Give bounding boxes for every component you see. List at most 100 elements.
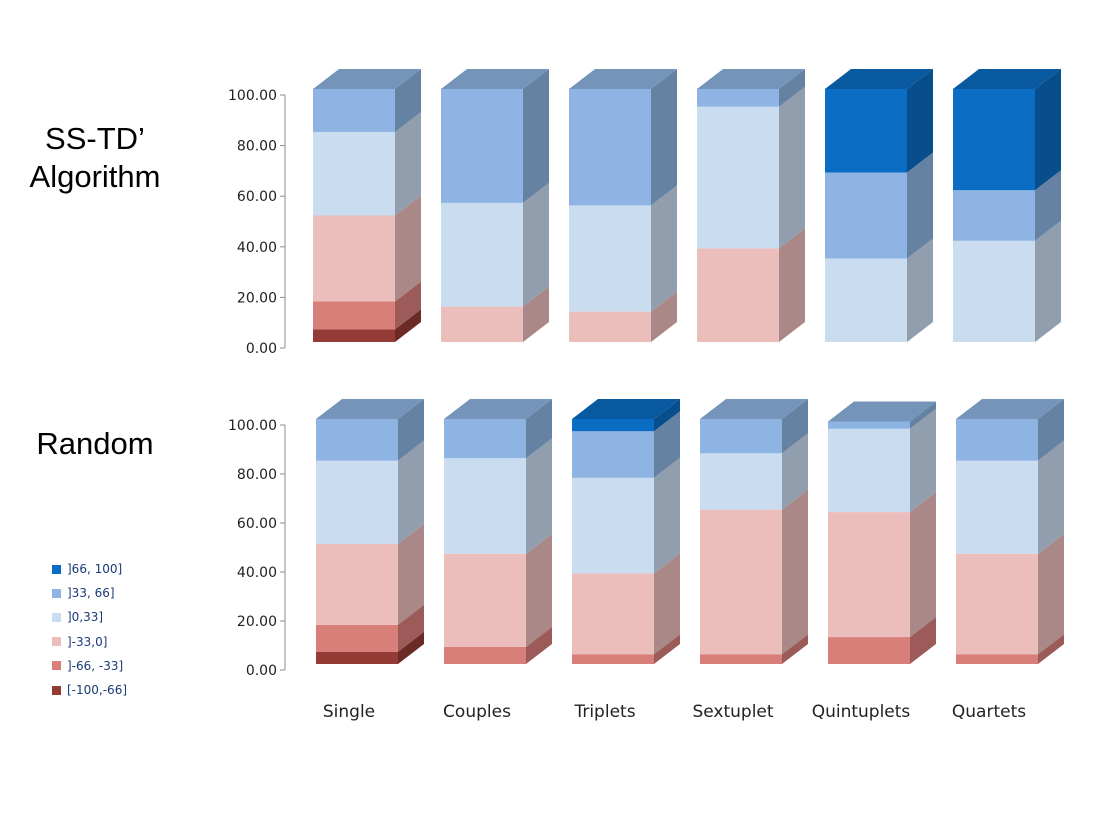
bar-segment [569, 311, 651, 342]
legend-swatch [52, 637, 61, 647]
bar-side [523, 182, 549, 307]
bar-segment [953, 240, 1035, 342]
legend-swatch [52, 564, 61, 574]
y-tick-label: 40.00 [237, 240, 277, 256]
bar-side [395, 195, 421, 302]
bar-side [1035, 69, 1061, 191]
bar-segment [953, 190, 1035, 241]
bar-side [398, 523, 424, 625]
legend-swatch [52, 685, 61, 695]
y-tick-label: 20.00 [237, 614, 277, 630]
bar-side [526, 399, 552, 459]
bar-side [782, 489, 808, 655]
x-category-label: Couples [443, 702, 511, 722]
bar-segment [572, 573, 654, 655]
bar-segment [316, 624, 398, 652]
bar-segment [444, 419, 526, 459]
bar-side [907, 152, 933, 259]
x-category-label: Quartets [952, 702, 1026, 722]
bar-segment [569, 89, 651, 206]
legend-swatch [52, 661, 61, 671]
bar-top [313, 69, 421, 89]
bar-segment [825, 258, 907, 342]
legend-item: [-100,-66] [52, 678, 127, 702]
chart-title-random: Random [36, 426, 154, 461]
bar-side [779, 228, 805, 342]
bar-side [910, 401, 936, 429]
bar-segment [444, 553, 526, 647]
legend-item: ]33, 66] [52, 581, 127, 605]
bar-side [395, 69, 421, 133]
legend-item: ]66, 100] [52, 557, 127, 581]
legend-label: ]0,33] [67, 610, 104, 625]
bar-segment [572, 654, 654, 664]
legend-item: ]-33,0] [52, 630, 127, 654]
bar-segment [828, 512, 910, 638]
bar-segment [441, 89, 523, 203]
bar-segment [441, 202, 523, 307]
bar-side [779, 86, 805, 249]
bar-segment [313, 329, 395, 342]
bar-segment [316, 460, 398, 544]
bar-segment [313, 301, 395, 330]
bar-top [569, 69, 677, 89]
bar-side [654, 399, 680, 432]
legend-item: ]-66, -33] [52, 654, 127, 678]
legend-swatch [52, 588, 61, 598]
bar-side [907, 238, 933, 342]
bar-segment [953, 89, 1035, 191]
bar-segment [441, 306, 523, 342]
chart-title-ss-td: SS-TD’ Algorithm [29, 121, 161, 194]
legend-label: [-100,-66] [67, 683, 128, 698]
bar-segment [313, 215, 395, 302]
bar-top [444, 399, 552, 419]
bar-side [526, 626, 552, 664]
y-tick-label: 20.00 [237, 290, 277, 306]
bar-side [651, 185, 677, 312]
bar-side [398, 399, 424, 461]
x-category-label: Quintuplets [812, 702, 911, 722]
y-tick-label: 60.00 [237, 516, 277, 532]
legend-swatch [52, 612, 61, 622]
y-tick-label: 0.00 [246, 341, 277, 357]
bar-segment [569, 205, 651, 312]
bar-segment [313, 89, 395, 133]
bar-side [1038, 399, 1064, 461]
bar-side [526, 533, 552, 647]
bar-side [523, 286, 549, 342]
bar-side [907, 69, 933, 173]
bar-segment [700, 419, 782, 454]
bar-segment [956, 553, 1038, 655]
legend-label: ]66, 100] [67, 562, 123, 577]
bar-side [395, 309, 421, 342]
bar-segment [313, 132, 395, 216]
bar-segment [444, 458, 526, 554]
bar-segment [956, 460, 1038, 554]
bar-segment [316, 543, 398, 625]
bar-side [1038, 533, 1064, 655]
bar-segment [828, 637, 910, 664]
x-category-label: Sextuplet [692, 702, 773, 722]
bar-segment [700, 654, 782, 664]
bar-segment [700, 509, 782, 655]
legend-label: ]-66, -33] [67, 658, 124, 673]
bar-side [654, 634, 680, 664]
bar-segment [828, 421, 910, 429]
legend-label: ]33, 66] [67, 586, 115, 601]
bar-top [956, 399, 1064, 419]
bar-side [1038, 634, 1064, 664]
bar-segment [697, 106, 779, 249]
bar-segment [697, 89, 779, 107]
bar-side [1035, 170, 1061, 241]
x-category-label: Single [323, 702, 375, 722]
bar-side [654, 457, 680, 574]
bar-top [828, 401, 936, 422]
bar-segment [825, 89, 907, 173]
bar-side [523, 69, 549, 203]
bar-side [779, 69, 805, 107]
bar-side [654, 553, 680, 655]
bar-segment [700, 453, 782, 510]
bar-side [1035, 220, 1061, 342]
